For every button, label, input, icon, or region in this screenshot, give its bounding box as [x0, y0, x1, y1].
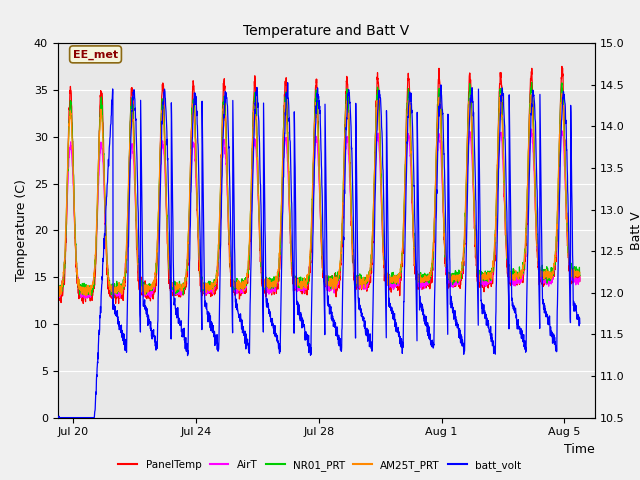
Text: EE_met: EE_met [73, 49, 118, 60]
X-axis label: Time: Time [564, 443, 595, 456]
Y-axis label: Batt V: Batt V [630, 211, 640, 250]
Y-axis label: Temperature (C): Temperature (C) [15, 180, 28, 281]
Legend: PanelTemp, AirT, NR01_PRT, AM25T_PRT, batt_volt: PanelTemp, AirT, NR01_PRT, AM25T_PRT, ba… [115, 456, 525, 475]
Title: Temperature and Batt V: Temperature and Batt V [243, 24, 410, 38]
